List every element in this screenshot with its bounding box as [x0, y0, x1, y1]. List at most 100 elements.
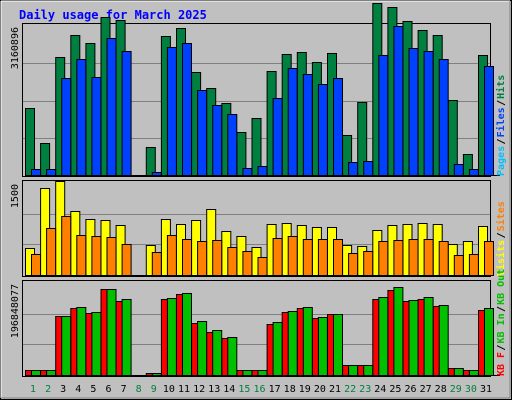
- bar-sites-day-26: [408, 239, 419, 276]
- legend-sites: Sites: [495, 201, 507, 231]
- bar-sites-day-2: [46, 228, 57, 276]
- bar-files-day-12: [197, 90, 208, 176]
- bar-kb-in-day-14: [227, 337, 238, 376]
- bar-kb-in-day-6: [106, 289, 117, 376]
- day-tick-4: 4: [75, 384, 81, 395]
- bar-files-day-14: [227, 114, 238, 176]
- scale-label: 3160896: [10, 27, 21, 69]
- day-tick-29: 29: [450, 384, 462, 395]
- bar-kb-in-day-20: [317, 317, 328, 376]
- day-tick-1: 1: [30, 384, 36, 395]
- bar-kb-in-day-25: [393, 287, 404, 376]
- day-tick-30: 30: [465, 384, 477, 395]
- bar-kb-in-day-22: [348, 365, 359, 376]
- legend-kb-f: KB F: [496, 352, 507, 376]
- bar-sites-day-7: [121, 244, 132, 276]
- day-tick-10: 10: [163, 384, 175, 395]
- bar-kb-in-day-19: [302, 307, 313, 376]
- bar-kb-in-day-23: [363, 365, 374, 376]
- bar-kb-in-day-9: [151, 373, 162, 376]
- bar-kb-in-day-26: [408, 300, 419, 376]
- bar-files-day-13: [212, 105, 223, 176]
- bar-files-day-11: [182, 43, 192, 176]
- day-tick-20: 20: [314, 384, 326, 395]
- day-tick-16: 16: [253, 384, 265, 395]
- bar-sites-day-15: [242, 251, 253, 276]
- bar-files-day-6: [106, 38, 117, 176]
- bar-kb-in-day-15: [242, 370, 253, 376]
- day-tick-28: 28: [435, 384, 447, 395]
- bar-sites-day-24: [378, 241, 389, 276]
- day-tick-7: 7: [121, 384, 127, 395]
- bar-files-day-26: [408, 48, 419, 176]
- bar-sites-day-4: [76, 235, 87, 276]
- bar-sites-day-18: [287, 236, 298, 276]
- chart-panels: 3160896Pages/Files/Hits1500Visits/Sites1…: [10, 3, 507, 377]
- bar-files-day-9: [151, 172, 162, 176]
- day-tick-18: 18: [284, 384, 296, 395]
- bar-sites-day-3: [61, 216, 72, 276]
- bar-files-day-3: [61, 78, 72, 176]
- bar-sites-day-21: [333, 239, 343, 276]
- bar-kb-in-day-31: [484, 308, 494, 376]
- legend-separator: /: [496, 138, 507, 144]
- bar-hits-day-1: [25, 108, 35, 176]
- day-tick-11: 11: [178, 384, 190, 395]
- bar-files-day-5: [91, 77, 102, 176]
- bar-sites-day-25: [393, 240, 404, 276]
- bar-kb-in-day-13: [212, 330, 223, 376]
- day-tick-31: 31: [480, 384, 492, 395]
- bar-kb-in-day-10: [166, 298, 177, 376]
- bar-files-day-20: [317, 84, 328, 176]
- bar-sites-day-5: [91, 236, 102, 276]
- day-tick-2: 2: [45, 384, 51, 395]
- bar-files-day-1: [31, 169, 41, 176]
- bar-files-day-25: [393, 26, 404, 176]
- day-tick-9: 9: [151, 384, 157, 395]
- bar-files-day-31: [484, 66, 494, 176]
- chart-title: Daily usage for March 2025: [19, 8, 207, 22]
- bar-files-day-4: [76, 59, 87, 176]
- bar-sites-day-13: [212, 240, 223, 276]
- legend-kb-in: KB In: [496, 313, 507, 343]
- day-tick-5: 5: [90, 384, 96, 395]
- day-tick-15: 15: [238, 384, 250, 395]
- legend-files: Files: [495, 107, 507, 137]
- day-tick-27: 27: [420, 384, 432, 395]
- bar-files-day-2: [46, 169, 57, 176]
- bar-kb-in-day-11: [182, 293, 192, 376]
- bar-files-day-23: [363, 161, 374, 176]
- day-tick-25: 25: [389, 384, 401, 395]
- bar-sites-day-10: [166, 235, 177, 276]
- bar-files-day-27: [423, 51, 434, 176]
- bar-kb-in-day-4: [76, 307, 87, 376]
- day-tick-24: 24: [374, 384, 386, 395]
- bar-kb-in-day-17: [272, 322, 283, 376]
- bar-kb-in-day-1: [31, 370, 41, 376]
- bar-sites-day-29: [453, 255, 464, 276]
- bar-kb-in-day-28: [438, 305, 449, 376]
- day-tick-13: 13: [208, 384, 220, 395]
- bar-kb-in-day-29: [453, 368, 464, 376]
- bar-sites-day-11: [182, 239, 192, 276]
- bar-files-day-18: [287, 68, 298, 176]
- bar-sites-day-27: [423, 239, 434, 276]
- bar-sites-day-9: [151, 252, 162, 276]
- bar-kb-in-day-21: [333, 314, 343, 376]
- legend-separator: /: [496, 232, 507, 238]
- bar-sites-day-12: [197, 241, 208, 276]
- bar-kb-in-day-5: [91, 312, 102, 376]
- bar-files-day-24: [378, 55, 389, 176]
- day-tick-labels: 1 2 3 4 5 6 7 8 9 10 11 12 13 14 15 16 17 18 19 20 21 22 23 24 2…: [30, 384, 492, 395]
- bar-files-day-19: [302, 74, 313, 176]
- bar-kb-in-day-30: [468, 370, 479, 376]
- day-tick-12: 12: [193, 384, 205, 395]
- bar-hits-day-9: [145, 147, 156, 176]
- bar-kb-in-day-24: [378, 297, 389, 376]
- day-tick-8: 8: [136, 384, 142, 395]
- bar-kb-in-day-12: [197, 321, 208, 376]
- scale-label: 196848077: [10, 284, 21, 338]
- day-tick-23: 23: [359, 384, 371, 395]
- bar-sites-day-19: [302, 239, 313, 276]
